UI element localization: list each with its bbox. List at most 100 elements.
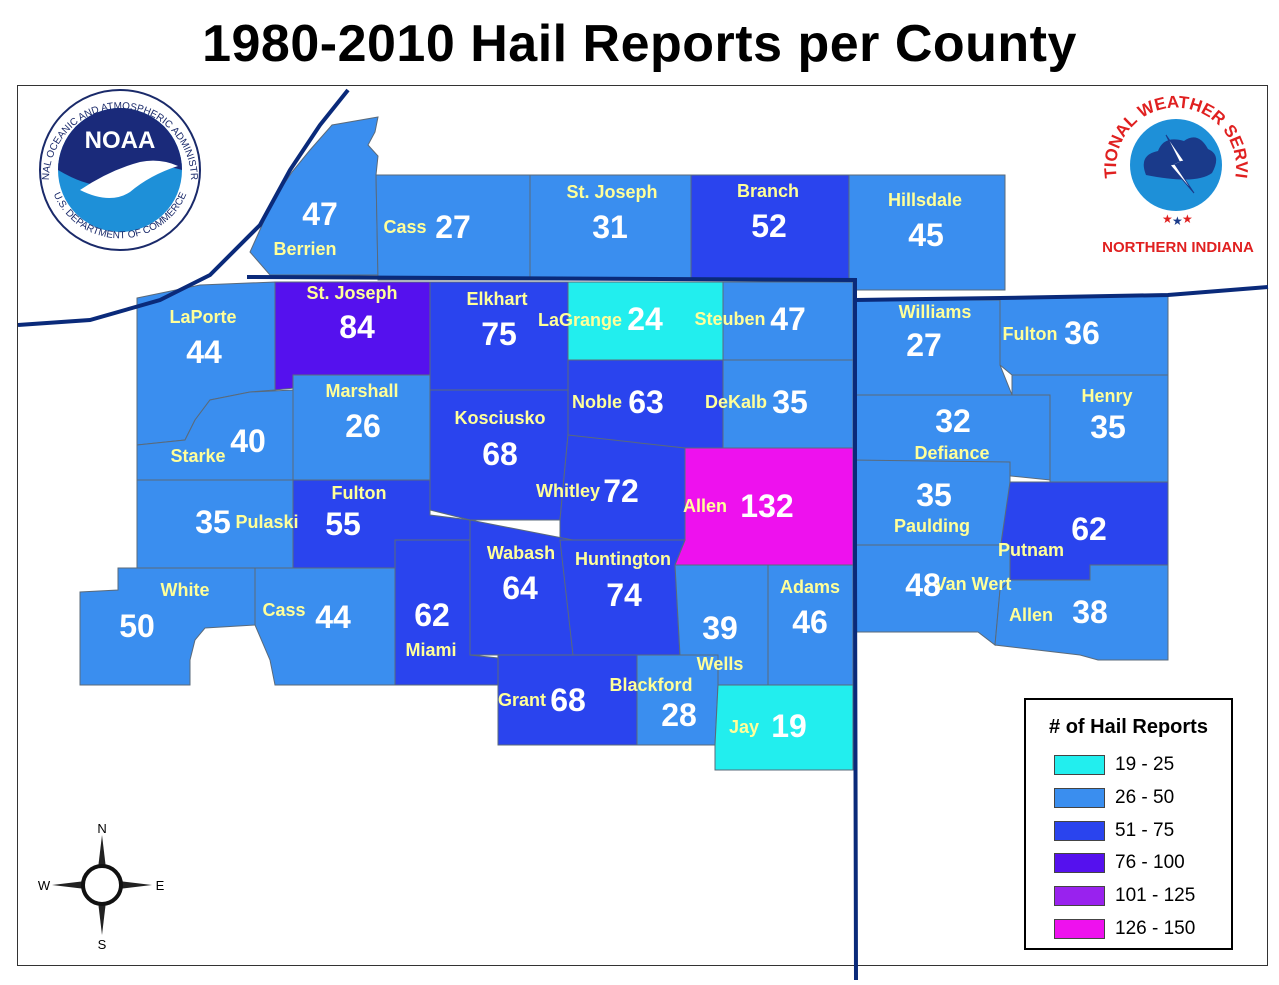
county-value: 52 (751, 208, 787, 244)
michigan-indiana-boundary (246, 275, 858, 981)
county-name: Paulding (894, 516, 970, 536)
legend-row: 19 - 25 (1054, 754, 1174, 776)
county-name: Miami (405, 640, 456, 660)
legend: # of Hail Reports 19 - 25 26 - 50 51 - 7… (1024, 698, 1233, 950)
county-value: 55 (325, 506, 361, 542)
nws-logo: NATIONAL WEATHER SERVICE ★ ★ ★ (1101, 92, 1251, 228)
state-boundaries (17, 88, 1269, 981)
county-value: 19 (771, 708, 807, 744)
county-label: Noble 63 (572, 384, 664, 420)
county-label: Starke 40 (170, 423, 265, 466)
county-name: LaPorte (169, 307, 236, 327)
county-name: Putnam (998, 540, 1064, 560)
legend-label: 26 - 50 (1115, 787, 1175, 808)
county-label: Hillsdale 45 (888, 190, 962, 253)
county-label: Jay 19 (729, 708, 807, 744)
county-value: 35 (772, 384, 808, 420)
legend-row: 101 - 125 (1054, 885, 1195, 907)
county-value: 45 (908, 217, 944, 253)
legend-swatch (1054, 853, 1105, 873)
county-name: White (161, 580, 210, 600)
county-name: DeKalb (705, 392, 767, 412)
county-label: White 50 (119, 580, 209, 644)
county-value: 31 (592, 209, 628, 245)
county-value: 47 (302, 196, 338, 232)
county-name: Wells (697, 654, 744, 674)
county-name: Henry (1081, 386, 1132, 406)
county-label: LaGrange 24 (538, 301, 663, 337)
county-name: Whitley (536, 481, 600, 501)
county-value: 27 (906, 327, 942, 363)
county-value: 47 (770, 301, 806, 337)
county-value: 28 (661, 697, 697, 733)
county-name: St. Joseph (566, 182, 657, 202)
county-value: 48 (905, 567, 941, 603)
star-icon: ★ (1162, 212, 1173, 226)
county-name: St. Joseph (306, 283, 397, 303)
county-label: Whitley 72 (536, 473, 639, 509)
county-name: Pulaski (235, 512, 298, 532)
county-name: LaGrange (538, 310, 622, 330)
county-jay-shape (714, 684, 854, 771)
county-value: 46 (792, 604, 828, 640)
county-name: Williams (899, 302, 972, 322)
county-label: Elkhart 75 (466, 289, 527, 352)
county-hillsdale-shape (848, 174, 1006, 291)
county-label: Allen 132 (683, 488, 794, 524)
county-label: Adams 46 (780, 577, 840, 640)
county-label: DeKalb 35 (705, 384, 808, 420)
county-name: Elkhart (466, 289, 527, 309)
county-label: Allen 38 (1009, 594, 1108, 630)
county-value: 132 (740, 488, 793, 524)
county-value: 35 (916, 477, 952, 513)
county-name: Fulton (1003, 324, 1058, 344)
county-label: St. Joseph 84 (306, 283, 397, 345)
legend-swatch (1054, 788, 1105, 808)
county-value: 68 (550, 682, 586, 718)
compass-e: E (156, 878, 165, 893)
nws-office-text: NORTHERN INDIANA (1102, 239, 1254, 256)
county-value: 84 (339, 309, 375, 345)
county-value: 50 (119, 608, 155, 644)
legend-label: 19 - 25 (1115, 754, 1175, 775)
county-label: Huntington 74 (575, 549, 671, 613)
county-name: Wabash (487, 543, 555, 563)
county-name: Marshall (325, 381, 398, 401)
county-value: 36 (1064, 315, 1100, 351)
county-name: Cass (262, 600, 305, 620)
county-name: Defiance (914, 443, 989, 463)
county-name: Noble (572, 392, 622, 412)
county-value: 62 (414, 597, 450, 633)
county-name: Berrien (273, 239, 336, 259)
county-name: Kosciusko (454, 408, 545, 428)
county-label: Wells 39 (697, 610, 744, 674)
legend-row: 26 - 50 (1054, 787, 1174, 809)
county-name: Huntington (575, 549, 671, 569)
county-label: St. Joseph 31 (566, 182, 657, 245)
county-name: Allen (683, 496, 727, 516)
star-icon: ★ (1182, 212, 1193, 226)
legend-label: 126 - 150 (1115, 918, 1196, 939)
legend-title: # of Hail Reports (1049, 716, 1208, 738)
county-value: 39 (702, 610, 738, 646)
county-value: 75 (481, 316, 517, 352)
legend-label: 51 - 75 (1115, 820, 1175, 841)
compass-n: N (97, 821, 106, 836)
compass-w: W (38, 878, 51, 893)
noaa-text: NOAA (85, 127, 156, 154)
legend-swatch (1054, 755, 1105, 775)
noaa-logo: NOAA NATIONAL OCEANIC AND ATMOSPHERIC AD… (39, 89, 201, 251)
county-allen-oh-shape (994, 564, 1169, 661)
county-label: Cass 44 (262, 599, 351, 635)
county-value: 62 (1071, 511, 1107, 547)
legend-row: 51 - 75 (1054, 820, 1174, 842)
county-value: 35 (1090, 409, 1126, 445)
map-title: 1980-2010 Hail Reports per County (202, 15, 1077, 73)
county-value: 68 (482, 436, 518, 472)
compass-s: S (98, 937, 107, 952)
county-value: 44 (315, 599, 351, 635)
